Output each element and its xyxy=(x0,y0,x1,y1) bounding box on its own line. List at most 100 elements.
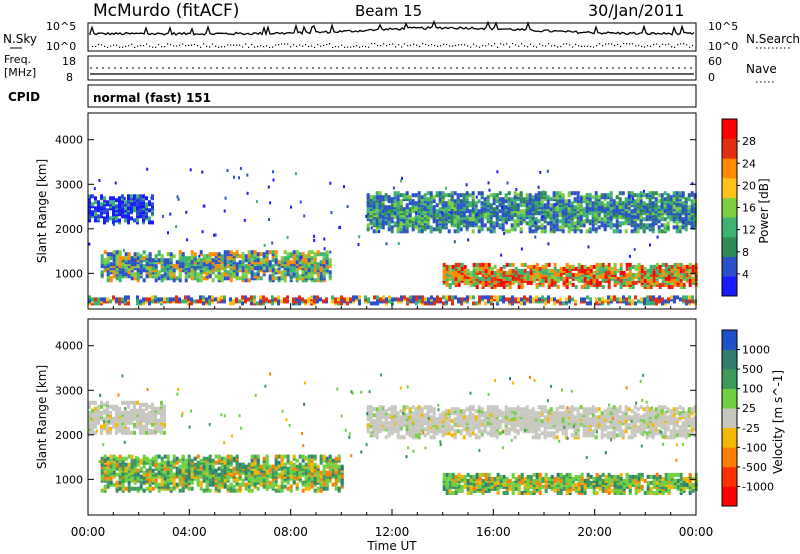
heatmap-cell xyxy=(546,211,550,216)
heatmap-cell xyxy=(244,254,248,259)
heatmap-cell xyxy=(516,219,520,224)
heatmap-cell xyxy=(115,462,119,467)
heatmap-cell xyxy=(322,299,325,304)
heatmap-cell xyxy=(609,203,613,208)
heatmap-cell xyxy=(465,205,469,210)
heatmap-cell xyxy=(471,207,475,212)
heatmap-cell xyxy=(639,219,643,224)
nsearch-point xyxy=(644,46,646,48)
heatmap-cell xyxy=(217,476,221,481)
heatmap-cell xyxy=(199,268,203,273)
heatmap-cell xyxy=(465,197,469,202)
heatmap-cell xyxy=(546,221,550,226)
power-ylabel: Slant Range [km] xyxy=(35,159,49,263)
heatmap-cell xyxy=(148,486,152,491)
heatmap-cell xyxy=(567,191,571,196)
heatmap-cell xyxy=(136,276,140,281)
heatmap-cell xyxy=(184,268,188,273)
heatmap-cell xyxy=(292,454,296,459)
heatmap-cell xyxy=(301,458,305,463)
nsearch-point xyxy=(512,43,514,45)
heatmap-cell xyxy=(100,428,103,433)
nsearch-point xyxy=(272,46,274,48)
heatmap-cell xyxy=(127,404,130,409)
heatmap-cell xyxy=(145,472,149,477)
heatmap-cell xyxy=(541,215,544,219)
heatmap-cell xyxy=(418,295,421,300)
heatmap-cell xyxy=(487,270,491,275)
heatmap-cell xyxy=(259,276,263,281)
heatmap-cell xyxy=(247,278,251,283)
nsearch-point xyxy=(419,45,421,48)
heatmap-cell xyxy=(103,456,107,461)
heatmap-cell xyxy=(504,219,508,224)
heatmap-cell xyxy=(235,262,239,267)
heatmap-cell xyxy=(481,295,484,300)
nsearch-point xyxy=(200,46,202,48)
heatmap-cell xyxy=(97,414,100,419)
heatmap-cell xyxy=(106,256,110,261)
heatmap-cell xyxy=(553,266,557,271)
heatmap-cell xyxy=(169,474,173,479)
heatmap-cell xyxy=(594,191,598,196)
heatmap-cell xyxy=(274,460,278,465)
nsearch-point xyxy=(368,46,370,48)
heatmap-cell xyxy=(193,276,197,281)
heatmap-cell xyxy=(541,295,544,300)
heatmap-cell xyxy=(366,227,370,232)
nsearch-point xyxy=(392,43,394,45)
heatmap-cell xyxy=(616,276,620,281)
heatmap-cell xyxy=(393,199,397,204)
heatmap-cell xyxy=(668,207,671,211)
heatmap-cell xyxy=(142,456,146,461)
heatmap-cell xyxy=(241,272,245,277)
heatmap-cell xyxy=(202,464,206,469)
heatmap-cell xyxy=(250,301,253,306)
heatmap-cell xyxy=(405,203,409,208)
heatmap-cell xyxy=(244,295,247,300)
heatmap-cell xyxy=(328,258,332,263)
nsearch-point xyxy=(182,43,184,45)
heatmap-cell xyxy=(283,250,287,255)
heatmap-cell xyxy=(250,258,254,263)
heatmap-cell xyxy=(103,216,106,221)
heatmap-cell xyxy=(300,255,303,259)
heatmap-cell xyxy=(106,426,109,431)
heatmap-cell xyxy=(319,297,322,302)
heatmap-cell xyxy=(618,211,622,216)
heatmap-cell xyxy=(632,197,635,201)
heatmap-cell xyxy=(241,301,244,306)
heatmap-cell xyxy=(520,297,523,302)
heatmap-cell xyxy=(613,266,617,271)
heatmap-cell xyxy=(340,295,343,300)
heatmap-cell xyxy=(259,464,263,469)
heatmap-cell xyxy=(319,260,323,265)
heatmap-cell xyxy=(657,229,661,234)
heatmap-cell xyxy=(142,278,146,283)
heatmap-cell xyxy=(247,254,251,259)
heatmap-cell xyxy=(520,282,524,287)
nsearch-point xyxy=(554,45,556,47)
heatmap-cell xyxy=(301,480,305,485)
nsearch-point xyxy=(215,45,217,47)
heatmap-cell xyxy=(299,200,302,204)
heatmap-cell xyxy=(537,227,540,231)
heatmap-cell xyxy=(564,211,568,216)
heatmap-cell xyxy=(414,215,418,220)
heatmap-cell xyxy=(187,301,190,306)
heatmap-cell xyxy=(355,295,358,300)
heatmap-cell xyxy=(420,195,424,200)
heatmap-cell xyxy=(127,216,130,221)
heatmap-cell xyxy=(235,297,238,302)
heatmap-cell xyxy=(429,225,433,230)
heatmap-cell xyxy=(157,252,161,257)
heatmap-cell xyxy=(369,195,373,200)
heatmap-cell xyxy=(322,468,326,473)
nsearch-point xyxy=(323,44,325,47)
heatmap-cell xyxy=(624,203,628,208)
heatmap-cell xyxy=(190,301,193,306)
nsearch-point xyxy=(389,43,391,46)
heatmap-cell xyxy=(513,195,517,200)
heatmap-cell xyxy=(543,219,547,224)
heatmap-cell xyxy=(127,410,130,415)
